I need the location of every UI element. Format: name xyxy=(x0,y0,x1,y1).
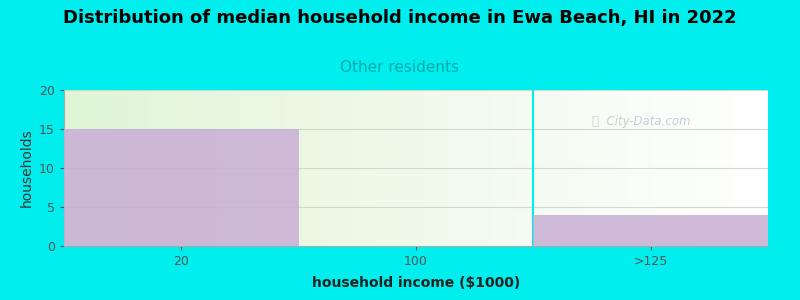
Text: ⓘ  City-Data.com: ⓘ City-Data.com xyxy=(592,115,690,128)
Text: Other residents: Other residents xyxy=(341,60,459,75)
Text: Distribution of median household income in Ewa Beach, HI in 2022: Distribution of median household income … xyxy=(63,9,737,27)
Bar xyxy=(534,215,768,246)
Y-axis label: households: households xyxy=(19,129,34,207)
Bar xyxy=(64,129,298,246)
X-axis label: household income ($1000): household income ($1000) xyxy=(312,276,520,290)
